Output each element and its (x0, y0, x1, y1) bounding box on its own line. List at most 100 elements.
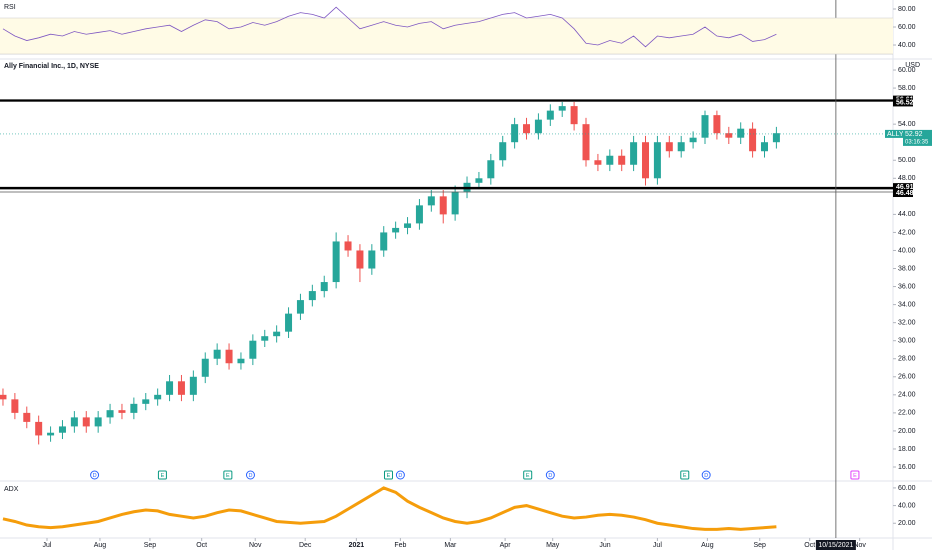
candle-body (320, 282, 328, 292)
candle-body (642, 142, 650, 179)
candle-body (201, 358, 209, 377)
y-tick-label: 40.00 (898, 502, 916, 509)
x-tick-label: Aug (701, 542, 714, 549)
level-label: 46.48 (896, 190, 914, 197)
candle-body (273, 331, 281, 337)
candle-body (249, 340, 257, 359)
candle-body (70, 417, 78, 427)
level-label-bg (893, 189, 913, 198)
level-label: 46.91 (896, 184, 914, 191)
event-marker (90, 470, 100, 480)
event-label: E (387, 473, 391, 479)
chart-title: Ally Financial Inc., 1D, NYSE (4, 63, 99, 70)
rsi-band (0, 18, 893, 55)
y-tick-label: 30.00 (898, 338, 916, 345)
candle-body (546, 110, 554, 120)
candle-body (225, 349, 233, 364)
candle-body (0, 394, 7, 400)
x-tick-label: Nov (853, 542, 866, 549)
event-marker (245, 470, 255, 480)
candle-body (106, 410, 114, 418)
y-tick-label: 24.00 (898, 392, 916, 399)
candle-body (701, 115, 709, 138)
candle-body (308, 291, 316, 301)
x-tick-label: Jul (43, 542, 52, 549)
candle-body (213, 349, 221, 359)
event-marker (395, 470, 405, 480)
candle-body (582, 124, 590, 161)
countdown-label: 03:16:35 (905, 139, 929, 145)
event-marker (701, 470, 711, 480)
candle-body (404, 223, 412, 228)
adx-title: ADX (4, 486, 19, 493)
x-tick-label: May (546, 542, 560, 549)
event-label: E (526, 473, 530, 479)
indicator-line (2, 6, 777, 48)
y-tick-label: 20.00 (898, 428, 916, 435)
candle-body (177, 381, 185, 395)
event-marker (680, 470, 690, 480)
y-tick-label: 20.00 (898, 520, 916, 527)
y-tick-label: 32.00 (898, 319, 916, 326)
event-label: E (161, 473, 165, 479)
x-tick-label: Oct (804, 542, 815, 549)
crosshair-label: 10/15/2021 (818, 542, 853, 549)
candle-body (749, 128, 757, 152)
event-marker (850, 470, 860, 480)
candle-body (665, 142, 673, 152)
candle-body (689, 137, 697, 143)
candle-body (332, 241, 340, 283)
event-label: D (398, 473, 402, 479)
level-label: 56.52 (896, 99, 914, 106)
y-tick-label: 58.00 (898, 85, 916, 92)
candle-body (725, 133, 733, 138)
y-tick-label: 40.00 (898, 247, 916, 254)
event-marker (223, 470, 233, 480)
candle-body (11, 399, 19, 413)
candle-body (737, 128, 745, 138)
y-tick-label: 42.00 (898, 229, 916, 236)
candle-body (427, 196, 435, 206)
rsi-title: RSI (4, 4, 16, 11)
event-label: D (248, 473, 252, 479)
candle-body (154, 394, 162, 400)
candle-body (344, 241, 352, 251)
candle-body (451, 191, 459, 215)
x-tick-label: Apr (500, 542, 512, 549)
event-label: E (853, 473, 857, 479)
unit: USD (905, 62, 920, 69)
candle-body (570, 106, 578, 125)
candle-body (606, 155, 614, 165)
candle-body (713, 115, 721, 134)
candle-body (130, 403, 138, 413)
candle-body (415, 205, 423, 224)
y-tick-label: 28.00 (898, 356, 916, 363)
candle-body (630, 142, 638, 165)
event-marker (157, 470, 167, 480)
event-label: E (226, 473, 230, 479)
level-label-bg (893, 98, 913, 107)
x-tick-label: Nov (249, 542, 262, 549)
y-tick-label: 38.00 (898, 265, 916, 272)
candle-body (142, 399, 150, 404)
candle-body (523, 124, 531, 134)
candle-body (653, 142, 661, 179)
x-tick-label: Sep (753, 542, 766, 549)
y-tick-label: 80.00 (898, 6, 916, 13)
candle-body (511, 124, 519, 143)
candle-body (47, 432, 55, 436)
y-tick-label: 16.00 (898, 464, 916, 471)
candle-body (356, 250, 364, 269)
candle-body (35, 421, 43, 436)
crosshair-label-bg (815, 540, 856, 550)
candle-body (534, 119, 542, 134)
x-tick-label: Jul (653, 542, 662, 549)
event-marker (545, 470, 555, 480)
y-tick-label: 36.00 (898, 283, 916, 290)
level-label-bg (893, 183, 913, 192)
x-tick-label: 2021 (349, 542, 365, 549)
x-tick-label: Dec (299, 542, 312, 549)
event-marker (523, 470, 533, 480)
y-tick-label: 40.00 (898, 42, 916, 49)
